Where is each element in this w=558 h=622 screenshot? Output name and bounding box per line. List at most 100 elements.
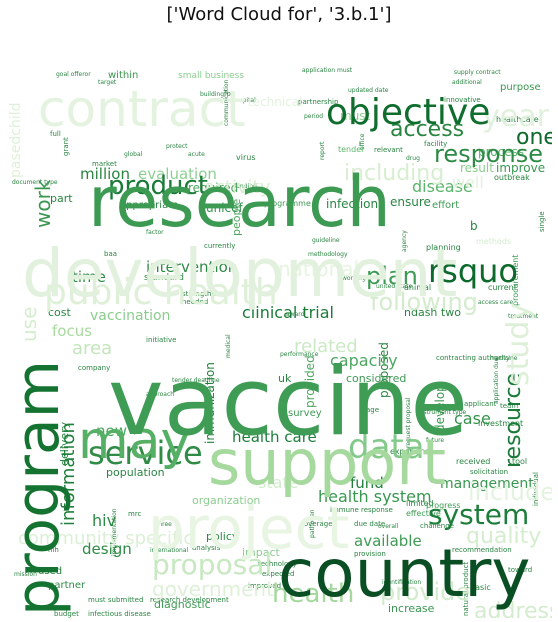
word-service: service [88,434,203,472]
word-resource: resource [501,373,526,468]
word-company: company [78,364,110,372]
word-technology: technology [258,560,297,568]
word-disease: disease [412,177,473,196]
word-budget: budget [54,610,79,618]
word-information: information [58,422,79,526]
word-within: within [108,70,138,81]
word-b: b [470,219,478,233]
word-design: design [82,540,132,558]
word-delivery: delivery [58,421,71,466]
word-initiative: initiative [146,336,176,344]
word-provide: provide [380,578,470,606]
word-standard: standard [144,273,184,283]
word-vaccination: vaccination [90,308,170,324]
word-policy: policy [206,530,239,543]
word-agency: agency [401,230,408,252]
word-include: include [468,478,552,506]
word-award: award [286,311,305,318]
word-area: area [72,338,112,359]
word-contracting-authority: contracting authority [436,354,510,362]
word-effort: effort [432,200,459,211]
word-medicine: medicine [490,355,518,362]
word-needed: needed [182,298,208,306]
chart-title: ['Word Cloud for', '3.b.1'] [166,4,392,25]
word-cost: cost [48,306,72,319]
word-toward: toward [508,566,532,574]
word-factor: factor [146,229,164,236]
word-drug: drug [406,155,420,162]
word-methods: methods [476,237,511,246]
word-pasedchild: pasedchild [8,103,24,179]
word-age: age [366,406,379,414]
word-foa: foa [224,90,235,98]
word-implementation: implementation [111,508,118,556]
word-outbreak: outbreak [494,173,530,182]
word-million: million [80,165,130,183]
word-virus: virus [236,153,255,162]
word-facility: facility [424,140,447,148]
word-project: project [148,494,349,562]
word-current: current [488,283,517,292]
word-application-must: application must [302,67,353,74]
word-experience: experience [390,447,434,456]
word-proposed: proposed [377,342,391,398]
word-expected: expected [262,570,294,578]
word-analysis: analysis [192,544,221,552]
word-develop: develop [433,384,447,432]
word-strengthen: strengthen [182,290,220,298]
word-request-proposal: request proposal [405,397,412,448]
word-study: study [501,303,536,386]
word-identification: identification [382,579,421,586]
word-response: response [434,140,543,168]
word-survey: survey [288,408,322,419]
word-tool: tool [512,457,527,466]
word-infectious-disease: infectious disease [88,610,151,618]
word-three: three [156,521,172,528]
word-research: research [88,161,391,243]
word-people: people [230,198,243,236]
word-uk: uk [278,372,292,385]
word-improve: improve [496,161,545,175]
word-fund: fund [350,474,384,492]
word-product: product [108,171,208,201]
word-public-health: public health [44,272,278,313]
word-currently: currently [204,242,235,250]
word-global: global [124,151,143,158]
word-health-care: health care [232,428,317,446]
word-activity: activity [204,177,271,198]
word-objective: objective [326,92,490,133]
word-infection: infection [326,197,378,211]
word-innovative: innovative [444,96,481,104]
word-tender-deadline: tender deadline [172,377,220,384]
word-partnership: partnership [298,98,339,106]
word-healthcare: healthcare [496,115,539,124]
word-intervention: intervention [146,258,237,276]
word-nih: nih [48,546,59,554]
word-population: population [106,466,165,479]
word-access: access [390,117,464,142]
word-challenge: challenge [420,522,454,530]
word-national: national [278,257,359,281]
word-time: time [72,268,106,286]
word-innovation: innovation [32,605,64,612]
word-procurement: procurement [511,254,520,306]
word-individual: individual [532,472,540,506]
word-clinical-trial: clinical trial [242,303,334,322]
word-well: well [452,173,484,192]
word-proposal: proposal [152,548,272,581]
word-tender: tender [338,145,365,154]
word-cloud: instrument type medicine agency office repor… [8,56,552,618]
word-immunization: immunization [203,362,217,444]
word-market: market [92,160,117,168]
word-natural-product: natural product [462,562,470,616]
word-community-specific: community specific [18,528,193,549]
word-improved: improved [248,582,281,590]
word-working: working [342,275,366,282]
word-applicant: applicant [464,400,497,408]
word-process: process [478,145,524,159]
word-appropriate: appropriate [120,200,178,211]
word-single: single [538,211,546,232]
word-acute: acute [188,151,205,158]
word-effective: effective [406,509,441,518]
word-access-care: access care [478,299,513,306]
